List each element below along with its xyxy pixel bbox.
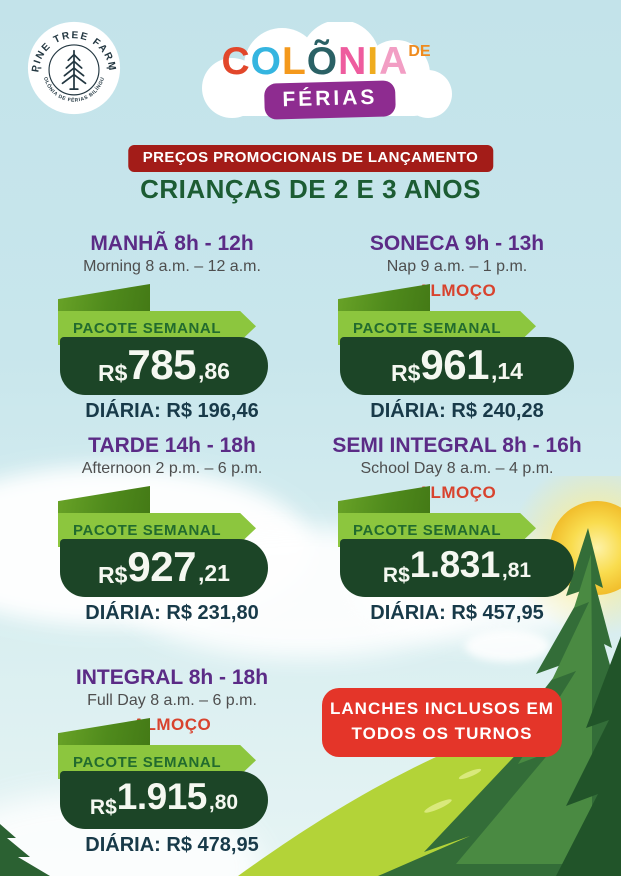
daily-price: DIÁRIA: R$ 240,28 <box>370 400 544 422</box>
price-pill: R$ 961,14 <box>340 337 574 395</box>
price-ribbon: PACOTE SEMANAL R$ 927,21 <box>56 486 286 598</box>
shift-title: MANHÃ 8h - 12h <box>90 232 254 255</box>
note-line-1: LANCHES INCLUSOS EM <box>330 699 554 718</box>
title-letter: O <box>250 40 282 83</box>
price-ribbon: PACOTE SEMANAL R$ 961,14 <box>336 284 574 396</box>
price-cents: ,86 <box>198 358 230 384</box>
price-main: 1.915 <box>116 776 208 817</box>
shift-subtitle: School Day 8 a.m. – 4 p.m. <box>360 460 554 477</box>
daily-price: DIÁRIA: R$ 457,95 <box>370 602 544 624</box>
price-main: 927 <box>127 543 196 590</box>
price-block-manha: MANHÃ 8h - 12h Morning 8 a.m. – 12 a.m. … <box>50 232 294 432</box>
pine-tree-highlight <box>456 554 592 864</box>
price-main: 1.831 <box>409 544 501 585</box>
price-ribbon: PACOTE SEMANAL R$ 785,86 <box>56 284 286 396</box>
main-title: COLÕNIADE FÉRIAS <box>190 22 462 134</box>
daily-price: DIÁRIA: R$ 196,46 <box>85 400 259 422</box>
lunch-label: ALMOÇO <box>417 281 497 300</box>
cloud-shape <box>465 630 550 662</box>
price-block-tarde: TARDE 14h - 18h Afternoon 2 p.m. – 6 p.m… <box>50 434 294 634</box>
title-de: DE <box>408 43 431 60</box>
ribbon-fold <box>58 718 150 747</box>
ferias-label: FÉRIAS <box>282 85 378 112</box>
price-block-semi-integral: SEMI INTEGRAL 8h - 16h School Day 8 a.m.… <box>330 434 584 634</box>
price-pill: R$ 1.831,81 <box>340 539 574 597</box>
shift-title: INTEGRAL 8h - 18h <box>75 666 269 689</box>
title-letter: L <box>281 40 307 83</box>
package-label: PACOTE SEMANAL <box>73 319 222 337</box>
ribbon-fold <box>338 486 430 515</box>
title-letter: Õ <box>306 40 339 83</box>
pine-tree-corner <box>0 824 50 876</box>
title-letter: N <box>338 40 368 83</box>
age-heading: CRIANÇAS DE 2 E 3 ANOS <box>140 174 481 204</box>
price-pill: R$ 785,86 <box>60 337 268 395</box>
shift-subtitle: Morning 8 a.m. – 12 a.m. <box>83 258 261 275</box>
price-cents: ,14 <box>491 358 523 384</box>
price-cents: ,81 <box>501 559 532 582</box>
daily-price: DIÁRIA: R$ 478,95 <box>85 834 259 856</box>
currency-symbol: R$ <box>98 360 128 386</box>
pine-tree-farm-logo: PINE TREE FARM COLÔNIA DE FÉRIAS BILÍNGU… <box>26 20 121 115</box>
package-label: PACOTE SEMANAL <box>73 753 222 771</box>
price-main: 785 <box>127 341 196 388</box>
logo-inner-ring <box>48 44 100 96</box>
grass-streak <box>424 799 452 813</box>
currency-symbol: R$ <box>382 563 410 587</box>
promo-banner-text: PREÇOS PROMOCIONAIS DE LANÇAMENTO <box>142 149 479 166</box>
pine-tree-dark-edge <box>556 636 621 876</box>
title-letter: C <box>221 40 251 83</box>
price-ribbon: PACOTE SEMANAL R$ 1.831,81 <box>336 486 574 598</box>
title-colonia: COLÕNIADE <box>190 42 462 81</box>
promo-banner: PREÇOS PROMOCIONAIS DE LANÇAMENTO <box>127 145 494 172</box>
currency-symbol: R$ <box>98 562 128 588</box>
currency-symbol: R$ <box>391 360 421 386</box>
title-letter: A <box>379 40 409 83</box>
grass-streak <box>458 768 482 780</box>
shift-title: SONECA 9h - 13h <box>369 232 545 255</box>
ribbon-fold <box>58 284 150 313</box>
shift-subtitle: Afternoon 2 p.m. – 6 p.m. <box>81 460 263 477</box>
snacks-included-note: LANCHES INCLUSOS EM TODOS OS TURNOS <box>322 688 562 758</box>
pine-tree-icon <box>61 49 87 90</box>
package-label: PACOTE SEMANAL <box>353 521 502 539</box>
price-block-soneca: SONECA 9h - 13h Nap 9 a.m. – 1 p.m. ALMO… <box>330 232 584 432</box>
ferias-badge: FÉRIAS <box>263 80 396 120</box>
price-block-integral: INTEGRAL 8h - 18h Full Day 8 a.m. – 6 p.… <box>50 666 294 866</box>
shift-subtitle: Nap 9 a.m. – 1 p.m. <box>386 258 528 275</box>
ribbon-fold <box>58 486 150 515</box>
price-cents: ,21 <box>198 560 230 586</box>
ribbon-fold <box>338 284 430 313</box>
price-main: 961 <box>420 341 489 388</box>
lunch-label: ALMOÇO <box>132 715 212 734</box>
shift-title: TARDE 14h - 18h <box>88 434 256 457</box>
price-cents: ,80 <box>208 791 239 814</box>
lunch-label: ALMOÇO <box>417 483 497 502</box>
title-letter: I <box>367 40 380 83</box>
price-pill: R$ 1.915,80 <box>60 771 268 829</box>
shift-subtitle: Full Day 8 a.m. – 6 p.m. <box>87 692 257 709</box>
price-pill: R$ 927,21 <box>60 539 268 597</box>
price-ribbon: PACOTE SEMANAL R$ 1.915,80 <box>56 718 286 830</box>
package-label: PACOTE SEMANAL <box>73 521 222 539</box>
note-line-2: TODOS OS TURNOS <box>351 723 533 743</box>
shift-title: SEMI INTEGRAL 8h - 16h <box>332 434 582 457</box>
currency-symbol: R$ <box>89 795 117 819</box>
package-label: PACOTE SEMANAL <box>353 319 502 337</box>
daily-price: DIÁRIA: R$ 231,80 <box>85 602 259 624</box>
